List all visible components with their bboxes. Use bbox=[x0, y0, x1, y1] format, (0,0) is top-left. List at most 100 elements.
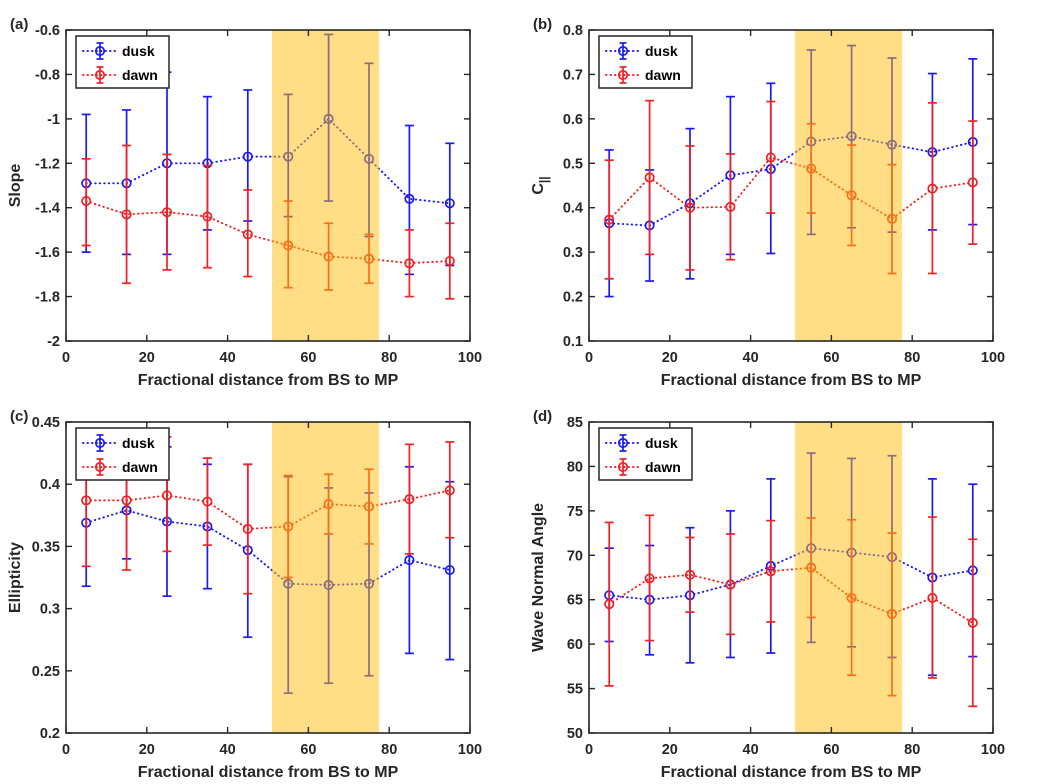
axes-box bbox=[588, 421, 994, 734]
svg-text:85: 85 bbox=[567, 415, 583, 431]
svg-text:0.4: 0.4 bbox=[40, 477, 60, 493]
svg-text:0.6: 0.6 bbox=[563, 112, 583, 128]
legend-label-dusk: dusk bbox=[645, 43, 678, 59]
legend-label-dawn: dawn bbox=[645, 67, 681, 83]
panel-letter: (a) bbox=[10, 16, 28, 33]
tick-marks-and-labels: 0 20 40 60 80 100 0.1 0.2 0.3 0.4 0.5 0.6 0.7 0.8 bbox=[563, 23, 1005, 366]
svg-text:60: 60 bbox=[300, 350, 316, 366]
svg-text:60: 60 bbox=[823, 350, 839, 366]
chart-svg-d: 0 20 40 60 80 100 50 55 60 65 70 75 80 85 Fractional d… bbox=[530, 408, 1005, 781]
y-axis-label: Ellipticity bbox=[7, 542, 24, 613]
svg-text:0: 0 bbox=[62, 742, 70, 758]
svg-text:80: 80 bbox=[381, 350, 397, 366]
legend-label-dusk: dusk bbox=[645, 435, 678, 451]
series-dusk bbox=[81, 446, 455, 695]
svg-text:80: 80 bbox=[381, 742, 397, 758]
highlight-band bbox=[272, 422, 380, 733]
svg-text:20: 20 bbox=[662, 350, 678, 366]
svg-text:100: 100 bbox=[981, 742, 1005, 758]
axes-box bbox=[588, 29, 994, 342]
highlight-band bbox=[795, 30, 903, 341]
svg-text:0.3: 0.3 bbox=[563, 245, 583, 261]
legend-label-dawn: dawn bbox=[122, 459, 158, 475]
svg-text:40: 40 bbox=[743, 742, 759, 758]
svg-text:40: 40 bbox=[743, 350, 759, 366]
panel-a-slope-chart: 0 20 40 60 80 100 -2 -1.8 -1.6 -1.4 -1.2 -1 -0.8 -0.6… bbox=[0, 0, 523, 392]
x-axis-label: Fractional distance from BS to MP bbox=[138, 372, 399, 389]
svg-text:80: 80 bbox=[567, 459, 583, 475]
svg-text:55: 55 bbox=[567, 682, 583, 698]
legend-label-dusk: dusk bbox=[122, 435, 155, 451]
svg-text:0.8: 0.8 bbox=[563, 23, 583, 39]
y-axis-label: Slope bbox=[7, 164, 24, 208]
svg-text:0.3: 0.3 bbox=[40, 602, 60, 618]
svg-text:75: 75 bbox=[567, 504, 583, 520]
svg-text:20: 20 bbox=[662, 742, 678, 758]
tick-marks-and-labels: 0 20 40 60 80 100 50 55 60 65 70 75 80 85 bbox=[567, 415, 1005, 758]
svg-text:20: 20 bbox=[139, 742, 155, 758]
series-dawn bbox=[81, 144, 455, 300]
svg-text:0: 0 bbox=[585, 350, 593, 366]
svg-text:20: 20 bbox=[139, 350, 155, 366]
panel-c-ellipticity-chart: 0 20 40 60 80 100 0.2 0.25 0.3 0.35 0.4 0.45 Fractio… bbox=[0, 392, 523, 784]
svg-text:0.2: 0.2 bbox=[40, 726, 60, 742]
legend: dusk dawn bbox=[75, 35, 170, 89]
chart-svg-a: 0 20 40 60 80 100 -2 -1.8 -1.6 -1.4 -1.2 -1 -0.8 -0.6… bbox=[7, 16, 482, 389]
legend-label-dawn: dawn bbox=[122, 67, 158, 83]
series-dawn bbox=[604, 99, 978, 280]
svg-text:40: 40 bbox=[220, 350, 236, 366]
svg-text:0: 0 bbox=[62, 350, 70, 366]
svg-text:0.1: 0.1 bbox=[563, 334, 583, 350]
svg-text:-0.6: -0.6 bbox=[35, 23, 60, 39]
chart-svg-c: 0 20 40 60 80 100 0.2 0.25 0.3 0.35 0.4 0.45 Fractio… bbox=[7, 408, 482, 781]
svg-text:65: 65 bbox=[567, 593, 583, 609]
svg-text:0.7: 0.7 bbox=[563, 67, 583, 83]
svg-text:100: 100 bbox=[981, 350, 1005, 366]
svg-text:0.5: 0.5 bbox=[563, 156, 583, 172]
svg-text:60: 60 bbox=[300, 742, 316, 758]
svg-text:40: 40 bbox=[220, 742, 236, 758]
highlight-band bbox=[795, 422, 903, 733]
y-axis-label: C|| bbox=[530, 176, 551, 194]
panel-d-wave-normal-angle-chart: 0 20 40 60 80 100 50 55 60 65 70 75 80 85 Fractional d… bbox=[523, 392, 1046, 784]
svg-text:0.2: 0.2 bbox=[563, 290, 583, 306]
svg-text:0.25: 0.25 bbox=[32, 664, 60, 680]
panel-b-cparallel-chart: 0 20 40 60 80 100 0.1 0.2 0.3 0.4 0.5 0.6 0.7 0.8 Frac… bbox=[523, 0, 1046, 392]
svg-text:0.45: 0.45 bbox=[32, 415, 60, 431]
svg-text:0.4: 0.4 bbox=[563, 201, 583, 217]
svg-text:70: 70 bbox=[567, 548, 583, 564]
svg-text:80: 80 bbox=[904, 350, 920, 366]
svg-text:-2: -2 bbox=[47, 334, 60, 350]
svg-text:60: 60 bbox=[823, 742, 839, 758]
svg-text:60: 60 bbox=[567, 637, 583, 653]
panel-letter: (c) bbox=[10, 408, 28, 425]
svg-text:0.35: 0.35 bbox=[32, 539, 60, 555]
legend-label-dusk: dusk bbox=[122, 43, 155, 59]
svg-text:-1.6: -1.6 bbox=[35, 245, 60, 261]
svg-text:-1.2: -1.2 bbox=[35, 156, 60, 172]
svg-text:-1.4: -1.4 bbox=[35, 201, 60, 217]
series-dawn bbox=[604, 514, 978, 708]
panel-letter: (b) bbox=[533, 16, 552, 33]
y-axis-label: Wave Normal Angle bbox=[530, 503, 547, 652]
x-axis-label: Fractional distance from BS to MP bbox=[661, 372, 922, 389]
legend-label-dawn: dawn bbox=[645, 459, 681, 475]
svg-text:-0.8: -0.8 bbox=[35, 67, 60, 83]
axes-box bbox=[65, 421, 471, 734]
svg-text:0: 0 bbox=[585, 742, 593, 758]
legend: dusk dawn bbox=[75, 427, 170, 481]
panel-letter: (d) bbox=[533, 408, 552, 425]
chart-svg-b: 0 20 40 60 80 100 0.1 0.2 0.3 0.4 0.5 0.6 0.7 0.8 Frac… bbox=[530, 16, 1005, 389]
x-axis-label: Fractional distance from BS to MP bbox=[138, 764, 399, 781]
highlight-band bbox=[272, 30, 380, 341]
legend: dusk dawn bbox=[598, 427, 693, 481]
svg-text:50: 50 bbox=[567, 726, 583, 742]
tick-marks-and-labels: 0 20 40 60 80 100 0.2 0.25 0.3 0.35 0.4 0.45 bbox=[32, 415, 482, 758]
svg-text:-1.8: -1.8 bbox=[35, 290, 60, 306]
svg-text:-1: -1 bbox=[47, 112, 60, 128]
series-dusk bbox=[604, 452, 978, 677]
svg-text:100: 100 bbox=[458, 742, 482, 758]
legend: dusk dawn bbox=[598, 35, 693, 89]
axes-box bbox=[65, 29, 471, 342]
